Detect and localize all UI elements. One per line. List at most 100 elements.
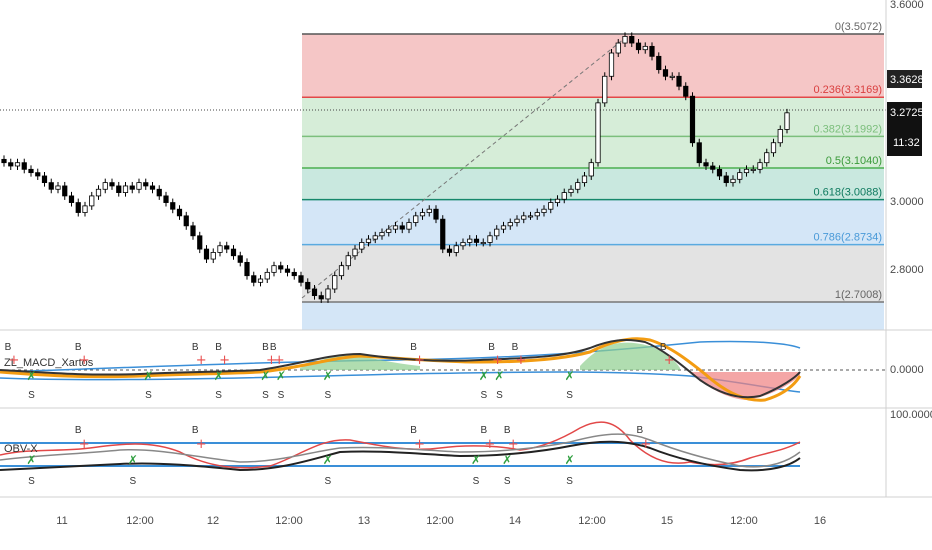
fib-level-label: 0(3.5072) xyxy=(835,21,882,33)
candle-body xyxy=(62,185,68,197)
fib-level-label: 0.382(3.1992) xyxy=(814,123,883,135)
buy-marker-icon: + xyxy=(9,353,20,368)
fib-zone xyxy=(302,97,884,137)
candle-body xyxy=(433,208,439,220)
sell-marker-icon: ✗ xyxy=(128,453,138,467)
candle-body xyxy=(399,225,405,230)
candle-body xyxy=(379,232,385,237)
candle-body xyxy=(284,268,291,273)
fib-level-label: 0.786(2.8734) xyxy=(814,232,883,244)
candle-body xyxy=(656,55,662,71)
sell-marker-icon: ✗ xyxy=(494,369,504,383)
candle-body xyxy=(95,188,102,197)
candle-body xyxy=(305,281,311,290)
sell-signal-label: S xyxy=(473,476,480,487)
obv-signal-markers: B+S✗S✗B+S✗B+S✗B+B+S✗S✗B+ xyxy=(26,425,651,487)
candle-body xyxy=(122,185,129,193)
candle-body xyxy=(345,255,351,267)
candle-body xyxy=(68,195,75,203)
candle-body xyxy=(406,222,412,230)
time-axis-label: 14 xyxy=(509,515,521,527)
buy-signal-label: B xyxy=(215,342,222,353)
candle-body xyxy=(608,52,615,77)
fib-zone xyxy=(302,34,884,98)
candle-body xyxy=(777,129,783,144)
candle-body xyxy=(359,242,365,250)
time-axis-label: 15 xyxy=(661,515,673,527)
time-axis-label: 12:00 xyxy=(426,515,454,527)
price-axis-label: 3.6000 xyxy=(890,0,924,11)
candle-body xyxy=(271,265,277,273)
candle-body xyxy=(548,202,554,210)
candle-body xyxy=(163,195,169,203)
current-price-tag: 3.2725 xyxy=(890,107,924,119)
obv-black-line xyxy=(0,440,801,472)
buy-signal-label: B xyxy=(270,342,277,353)
macd-histogram-area-red xyxy=(690,372,800,400)
sell-signal-label: S xyxy=(566,390,573,401)
candle-body xyxy=(28,168,34,174)
time-axis-label: 12 xyxy=(207,515,219,527)
fib-level-label: 1(2.7008) xyxy=(835,289,882,301)
candle-body xyxy=(521,215,527,220)
buy-signal-label: B xyxy=(504,425,511,436)
candle-body xyxy=(413,215,419,223)
sell-signal-label: S xyxy=(262,390,269,401)
candle-body xyxy=(716,168,723,177)
candle-body xyxy=(8,162,14,167)
candle-body xyxy=(635,42,642,51)
candle-body xyxy=(480,242,486,245)
buy-signal-label: B xyxy=(660,342,667,353)
candle-body xyxy=(446,248,453,253)
macd-histogram-area-green-2 xyxy=(580,342,680,370)
candle-body xyxy=(534,212,540,217)
candle-body xyxy=(602,75,608,104)
sell-signal-label: S xyxy=(496,390,503,401)
buy-signal-label: B xyxy=(410,425,417,436)
sell-signal-label: S xyxy=(28,476,35,487)
candle-body xyxy=(723,175,729,184)
candle-body xyxy=(365,238,372,243)
candle-body xyxy=(149,185,156,190)
candle-body xyxy=(581,175,588,184)
candle-body xyxy=(21,162,27,170)
candle-body xyxy=(251,275,257,283)
price-axis-label: 3.0000 xyxy=(890,196,924,208)
candle-body xyxy=(669,75,675,78)
sell-signal-label: S xyxy=(215,390,222,401)
sell-signal-label: S xyxy=(324,390,331,401)
buy-marker-icon: + xyxy=(414,353,425,368)
candle-body xyxy=(615,42,621,54)
buy-signal-label: B xyxy=(410,342,417,353)
candle-body xyxy=(494,228,500,237)
buy-marker-icon: + xyxy=(79,437,90,452)
candle-body xyxy=(311,288,318,297)
candle-body xyxy=(743,168,750,174)
obv-axis-label: 100.0000 xyxy=(890,409,932,421)
macd-line xyxy=(0,339,801,399)
candle-body xyxy=(757,162,763,170)
time-axis-label: 16 xyxy=(814,515,826,527)
buy-marker-icon: + xyxy=(79,353,90,368)
candle-body xyxy=(338,265,345,277)
candle-body xyxy=(561,192,567,200)
candle-body xyxy=(170,202,176,210)
candle-body xyxy=(392,225,399,230)
sell-signal-label: S xyxy=(129,476,136,487)
candle-body xyxy=(784,112,790,130)
candle-body xyxy=(541,208,547,213)
candle-body xyxy=(264,271,270,280)
buy-marker-icon: + xyxy=(492,353,503,368)
candle-body xyxy=(298,275,304,283)
fib-zone xyxy=(302,244,884,302)
candle-body xyxy=(352,248,358,257)
macd-upper-band xyxy=(0,340,801,373)
candle-body xyxy=(676,75,682,87)
candle-body xyxy=(514,218,520,223)
current-price-tag-bg xyxy=(887,102,922,156)
fibonacci-labels: 0(3.5072) 0.236(3.3169) 0.382(3.1992) 0.5(3… xyxy=(302,21,884,303)
candle-body xyxy=(291,271,297,277)
candle-body xyxy=(453,245,459,253)
sell-marker-icon: ✗ xyxy=(323,453,333,467)
